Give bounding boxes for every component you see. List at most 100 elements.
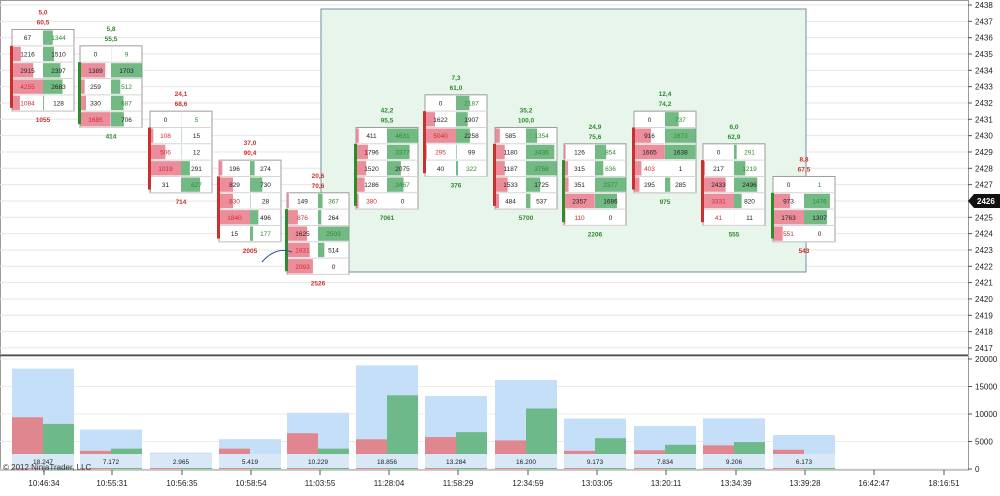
bid-volume-label: 4255: [20, 84, 35, 91]
ask-volume-fill: [387, 128, 418, 143]
bid-volume-fill: [219, 210, 250, 225]
volume-total-strip: [356, 454, 418, 468]
ask-volume-label: 2503: [326, 231, 341, 238]
price-tick-label: 2427: [975, 181, 993, 190]
footprint-bar-3: 0 5 108 15 506 12 1019 291 31 627 24,1 68,6 714: [148, 91, 213, 206]
ask-volume-fill: [111, 63, 142, 78]
ask-volume-fill: [111, 79, 121, 94]
ask-volume-fill: [526, 128, 538, 143]
bid-volume-fill: [356, 193, 359, 209]
ask-volume-label: 9: [125, 51, 129, 58]
bid-volume-fill: [773, 210, 804, 225]
bid-volume-label: 1389: [88, 68, 103, 75]
price-tick-label: 2435: [975, 50, 993, 59]
ask-volume-label: 15: [193, 133, 201, 140]
bid-volume-fill: [80, 63, 106, 78]
ask-volume-label: 1354: [534, 133, 549, 140]
volume-total-label: 16.200: [516, 459, 536, 466]
volume-total-label: 2.965: [173, 459, 190, 466]
price-tick-label: 2436: [975, 34, 993, 43]
ask-volume-label: 2496: [742, 182, 757, 189]
footprint-bar-5: 149 367 876 264 1625 2503 1831 514 2093 0 20,6 70,6…: [285, 173, 350, 287]
delta-stat-label: 5,0: [38, 9, 47, 16]
bid-volume-fill: [564, 161, 569, 176]
ask-volume-label: 367: [328, 198, 339, 205]
current-price-label: 2426: [977, 197, 995, 206]
direction-strip: [423, 111, 426, 174]
bid-volume-label: 1520: [364, 166, 379, 173]
bid-volume-fill: [287, 210, 298, 225]
volume-total-label: 7.834: [657, 459, 674, 466]
ask-volume-label: 2683: [51, 84, 66, 91]
delta-stat-label: 5,8: [106, 26, 115, 33]
bid-volume-fill: [219, 161, 223, 176]
bid-volume-label: 2433: [711, 182, 726, 189]
price-tick-label: 2424: [975, 230, 993, 239]
ask-volume-label: 1703: [119, 68, 134, 75]
footprint-bar-11: 0 291 217 1219 2433 2496 3331 820 41 11 6,0 62,9 555: [701, 124, 766, 238]
bar-delta-label: 5700: [519, 215, 534, 222]
ask-volume-label: 274: [260, 166, 271, 173]
bid-volume-fill: [219, 177, 233, 192]
ask-volume-fill: [387, 161, 401, 176]
ask-volume-label: 1219: [742, 166, 757, 173]
delta-stat-label: 7,3: [451, 75, 460, 82]
volume-bar-10: 7.834: [634, 425, 696, 469]
ask-volume-fill: [43, 79, 63, 94]
bid-volume-label: 1019: [158, 166, 173, 173]
bid-volume-label: 149: [297, 198, 308, 205]
bid-volume-label: 973: [783, 198, 794, 205]
bar-delta-label: 2526: [311, 280, 326, 287]
volume-bar-9: 9.173: [564, 418, 626, 469]
ask-volume-fill: [526, 161, 557, 176]
delta-stat-label: 20,6: [312, 173, 325, 180]
ask-volume-fill: [318, 210, 322, 225]
bid-volume-label: 295: [435, 149, 446, 156]
delta-percent-label: 61,0: [450, 85, 463, 92]
bid-volume-label: 41: [715, 215, 723, 222]
time-tick-label: 12:34:59: [512, 479, 544, 488]
ask-volume-fill: [387, 177, 404, 192]
bid-volume-label: 0: [94, 51, 98, 58]
delta-stat-label: 6,0: [729, 124, 738, 131]
ask-volume-label: 4631: [395, 133, 410, 140]
bid-volume-label: 126: [574, 149, 585, 156]
direction-strip: [562, 160, 565, 223]
volume-axis: 20000 15000 10000 5000 0: [968, 355, 998, 474]
ask-volume-fill: [734, 144, 737, 160]
ask-volume-label: 687: [121, 100, 132, 107]
volume-total-label: 9.206: [726, 459, 743, 466]
copyright-text: © 2012 NinjaTrader, LLC: [3, 463, 92, 472]
volume-total-strip: [495, 454, 557, 468]
price-tick-label: 2429: [975, 148, 993, 157]
time-tick-label: 13:20:11: [651, 479, 682, 488]
direction-strip: [10, 45, 13, 108]
ask-volume-label: 496: [260, 215, 271, 222]
volume-total-label: 18.856: [377, 459, 397, 466]
volume-bar-6: 18.856: [356, 365, 418, 469]
price-tick-label: 2433: [975, 83, 993, 92]
ask-volume-label: 291: [744, 149, 755, 156]
bid-volume-label: 1084: [20, 100, 35, 107]
ask-volume-label: 2187: [464, 100, 479, 107]
bid-volume-fill: [773, 226, 783, 241]
bid-volume-label: 351: [574, 182, 585, 189]
volume-total-strip: [150, 454, 212, 468]
ask-volume-fill: [595, 161, 604, 176]
ask-volume-fill: [43, 30, 53, 45]
bid-volume-label: 1533: [503, 182, 518, 189]
ask-volume-fill: [456, 161, 458, 176]
bar-delta-label: 975: [660, 199, 671, 206]
bar-delta-label: 543: [799, 248, 810, 255]
volume-bar-1: 18.247: [12, 368, 74, 469]
ask-volume-fill: [456, 112, 468, 127]
footprint-bar-6: 411 4631 1796 3377 1520 2075 1286 2467 380 0 42,2 9…: [354, 107, 419, 222]
ask-volume-fill: [250, 161, 255, 176]
ask-volume-label: 636: [605, 166, 616, 173]
ask-volume-fill: [456, 95, 470, 111]
ask-volume-label: 99: [468, 149, 476, 156]
ask-volume-fill: [43, 63, 61, 78]
ask-volume-label: 0: [818, 231, 822, 238]
ask-volume-label: 0: [332, 264, 336, 271]
